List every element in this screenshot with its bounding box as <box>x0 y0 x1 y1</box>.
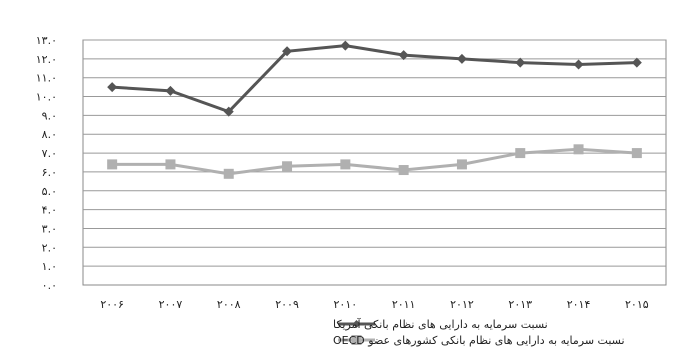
data-point <box>515 148 526 159</box>
data-point <box>165 85 176 96</box>
data-point <box>282 161 293 172</box>
data-point <box>282 46 293 57</box>
y-tick-label: ۸.۰ <box>42 128 57 141</box>
data-point <box>573 59 584 70</box>
x-tick-label: ۲۰۱۱ <box>392 298 416 311</box>
y-tick-label: ۴.۰ <box>42 204 57 217</box>
series-group <box>107 40 642 179</box>
data-point <box>223 168 234 179</box>
x-tick-label: ۲۰۰۶ <box>100 298 124 311</box>
y-tick-label: ۷.۰ <box>42 147 57 160</box>
legend-marker <box>352 320 361 328</box>
data-point <box>515 57 526 68</box>
y-tick-label: ۱۲.۰ <box>36 53 57 66</box>
x-tick-label: ۲۰۱۰ <box>334 298 358 311</box>
x-tick-label: ۲۰۰۹ <box>275 298 299 311</box>
data-point <box>456 159 467 170</box>
x-tick-label: ۲۰۱۲ <box>450 298 474 311</box>
legend-label: نسبت سرمایه به دارایی های نظام بانکی آمر… <box>333 317 548 331</box>
x-tick-label: ۲۰۰۷ <box>159 298 183 311</box>
data-point <box>340 159 351 170</box>
data-point <box>573 144 584 155</box>
data-point <box>107 159 118 170</box>
y-tick-label: ۱۱.۰ <box>36 72 57 85</box>
data-point <box>340 40 351 51</box>
y-axis: ۰.۰ ۱.۰ ۲.۰ ۳.۰ ۴.۰ ۵.۰ ۶.۰ ۷.۰ ۸.۰ ۹.۰ ۱۰.۰ ۱۱.۰ ۱۲… <box>36 34 57 292</box>
y-tick-label: ۰.۰ <box>42 279 57 292</box>
y-tick-label: ۳.۰ <box>42 222 57 235</box>
data-point <box>631 148 642 159</box>
legend: نسبت سرمایه به دارایی های نظام بانکی آمر… <box>333 317 625 347</box>
x-tick-label: ۲۰۱۳ <box>508 298 532 311</box>
legend-label: نسبت سرمایه به دارایی های نظام بانکی کشو… <box>333 334 625 347</box>
series-line <box>112 44 637 114</box>
data-point <box>223 106 234 117</box>
data-point <box>398 50 409 61</box>
y-tick-label: ۲.۰ <box>42 241 57 254</box>
data-point <box>631 57 642 68</box>
y-tick-label: ۱۰.۰ <box>36 91 57 104</box>
data-point <box>107 82 118 93</box>
legend-marker <box>351 335 362 345</box>
y-tick-label: ۹.۰ <box>42 109 57 122</box>
y-tick-label: ۱.۰ <box>42 260 57 273</box>
y-tick-label: ۱۳.۰ <box>36 34 57 47</box>
data-point <box>165 159 176 170</box>
x-tick-label: ۲۰۰۸ <box>217 298 241 311</box>
series-line <box>112 147 637 176</box>
data-point <box>456 53 467 64</box>
y-tick-label: ۶.۰ <box>42 166 57 179</box>
x-axis: ۲۰۰۶ ۲۰۰۷ ۲۰۰۸ ۲۰۰۹ ۲۰۱۰ ۲۰۱۱ ۲۰۱۲ ۲۰۱۳ ۲۰۱۴ ۲۰۱۵ <box>100 298 648 311</box>
grid <box>83 39 666 267</box>
x-tick-label: ۲۰۱۵ <box>625 298 649 311</box>
plot-area <box>82 39 667 286</box>
data-point <box>398 165 409 176</box>
y-tick-label: ۵.۰ <box>42 185 57 198</box>
x-tick-label: ۲۰۱۴ <box>567 298 591 311</box>
